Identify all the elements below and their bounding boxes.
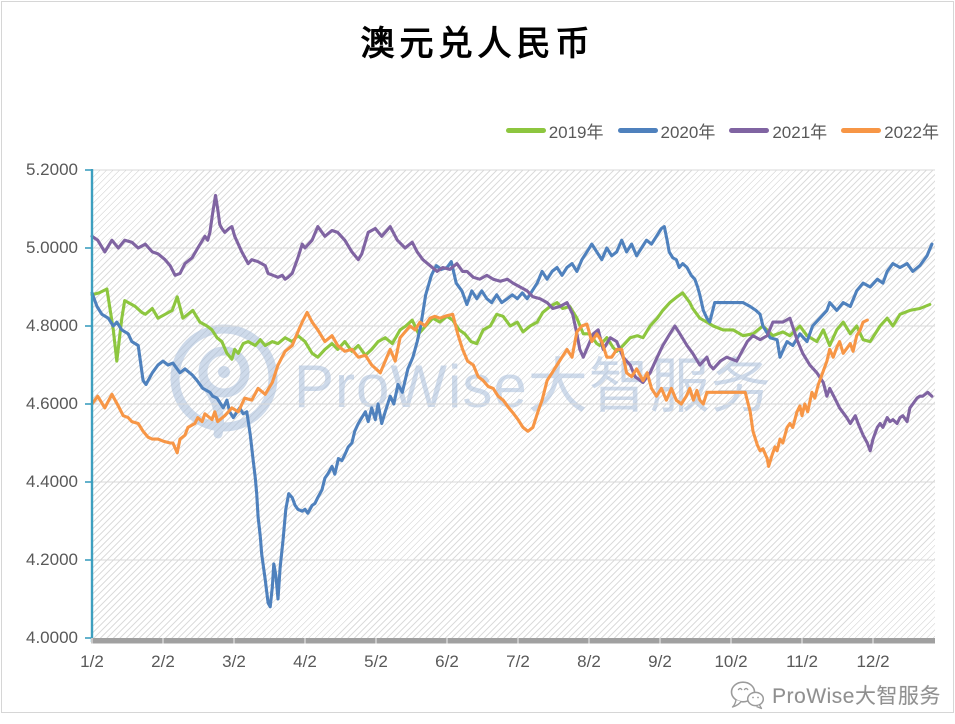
legend-item-2022: 2022年: [841, 118, 939, 143]
y-axis-tick-label: 4.6000: [26, 394, 78, 413]
legend: 2019年 2020年 2021年 2022年: [505, 118, 939, 143]
y-axis-tick-label: 4.2000: [26, 550, 78, 569]
y-axis-tick-label: 5.0000: [26, 238, 78, 257]
legend-item-2021: 2021年: [729, 118, 827, 143]
series-2022-line: [90, 310, 869, 468]
x-axis-tick-label: 9/2: [648, 652, 672, 671]
chart-title: 澳元兑人民币: [360, 26, 595, 63]
footer-brand: ProWise大智服务: [729, 680, 941, 710]
x-axis-tick-label: 10/2: [714, 652, 748, 671]
x-axis-line: [92, 638, 935, 644]
wechat-icon: [730, 681, 765, 710]
x-axis-tick-label: 12/2: [856, 652, 890, 671]
x-axis-tick-label: 7/2: [506, 652, 530, 671]
y-axis-tick-label: 5.2000: [26, 160, 78, 179]
legend-item-label: 2019年: [548, 123, 604, 142]
x-axis-tick-label: 4/2: [293, 652, 317, 671]
y-axis-tick-label: 4.8000: [26, 316, 78, 335]
legend-item-label: 2022年: [884, 123, 939, 142]
x-axis-tick-label: 2/2: [151, 652, 175, 671]
x-axis-tick-label: 6/2: [435, 652, 459, 671]
legend-swatch-2021: [729, 128, 770, 133]
legend-swatch-2019: [505, 128, 546, 133]
legend-swatch-2020: [617, 128, 658, 133]
series-2019-line: [90, 287, 932, 363]
x-axis-tick-label: 1/2: [80, 652, 104, 671]
x-axis-tick-label: 5/2: [364, 652, 388, 671]
y-axis-tick-label: 4.0000: [26, 628, 78, 647]
x-axis-tick-label: 11/2: [786, 652, 818, 671]
x-axis-tick-label: 3/2: [222, 652, 246, 671]
series-2020-line: [90, 225, 934, 609]
legend-item-label: 2020年: [660, 123, 716, 142]
legend-item-label: 2021年: [772, 123, 828, 142]
legend-item-2020: 2020年: [617, 118, 716, 143]
footer-brand-text: ProWise大智服务: [772, 685, 941, 708]
legend-item-2019: 2019年: [505, 118, 604, 143]
series-2021-line: [90, 193, 934, 453]
x-axis-tick-label: 8/2: [577, 652, 601, 671]
legend-swatch-2022: [841, 128, 882, 133]
y-axis-tick-label: 4.4000: [26, 472, 78, 491]
